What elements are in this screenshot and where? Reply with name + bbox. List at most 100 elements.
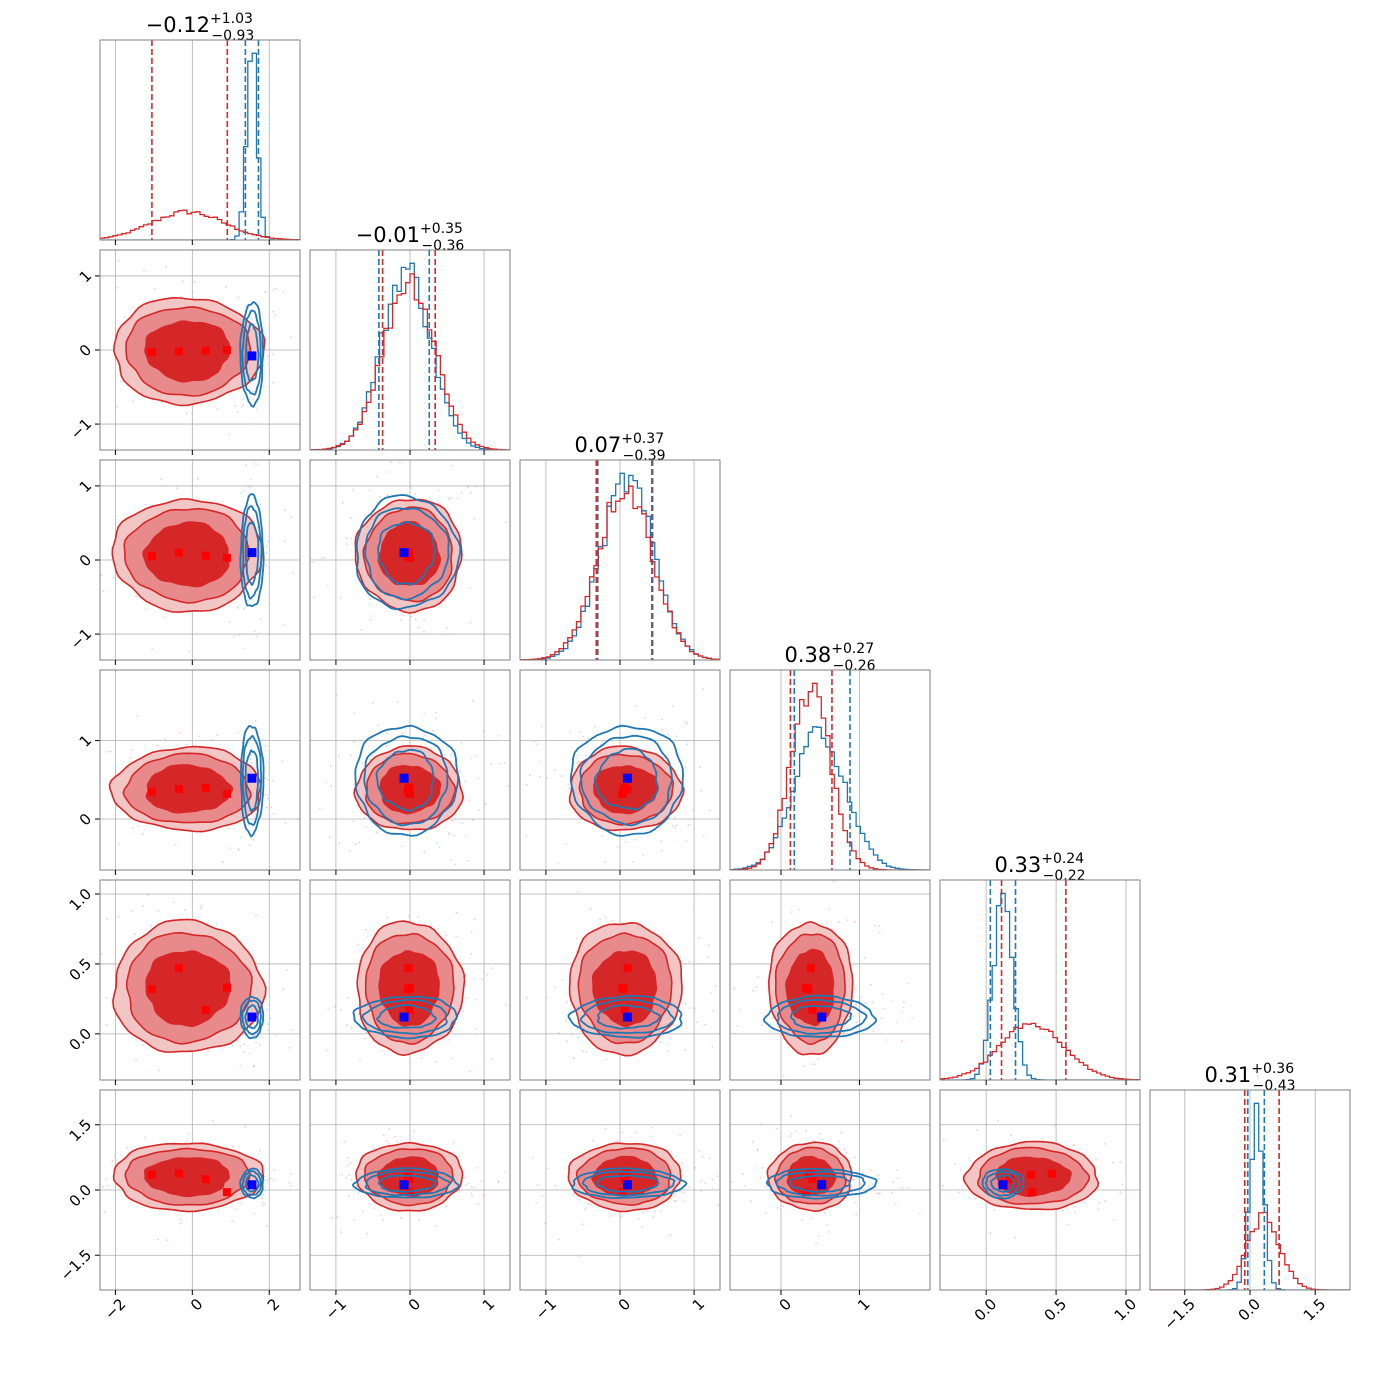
red-sample-point bbox=[388, 1128, 390, 1131]
red-sample-point bbox=[693, 1007, 696, 1010]
red-marker bbox=[222, 789, 231, 798]
red-marker bbox=[620, 1006, 629, 1015]
red-sample-point bbox=[790, 911, 793, 913]
blue-sample-point bbox=[858, 1195, 860, 1198]
red-marker bbox=[222, 1188, 231, 1197]
red-histogram bbox=[520, 485, 720, 660]
red-sample-point bbox=[661, 728, 663, 731]
panel-5-2: −1 0 1 bbox=[519, 1089, 721, 1323]
red-sample-point bbox=[708, 809, 711, 812]
red-sample-point bbox=[604, 1127, 607, 1130]
red-sample-point bbox=[76, 412, 78, 414]
blue-sample-point bbox=[872, 1030, 875, 1032]
blue-sample-point bbox=[264, 1179, 267, 1182]
red-sample-point bbox=[840, 1131, 843, 1134]
panel-5-1: −1 0 1 bbox=[309, 1089, 511, 1323]
red-sample-point bbox=[399, 461, 401, 464]
red-sample-point bbox=[801, 1219, 804, 1221]
blue-sample-point bbox=[504, 1170, 507, 1173]
red-sample-point bbox=[180, 295, 183, 298]
blue-sample-point bbox=[335, 694, 338, 697]
red-sample-point bbox=[323, 556, 326, 559]
red-sample-point bbox=[142, 1044, 145, 1047]
red-marker bbox=[201, 783, 210, 792]
red-sample-point bbox=[106, 917, 108, 920]
y-tick-label: 1 bbox=[76, 267, 95, 286]
blue-contour-middle bbox=[581, 1170, 676, 1197]
panel-2-1 bbox=[309, 459, 511, 665]
red-sample-point bbox=[959, 1168, 962, 1171]
blue-sample-point bbox=[446, 633, 449, 636]
blue-sample-point bbox=[554, 986, 557, 989]
red-sample-point bbox=[592, 1139, 595, 1142]
red-sample-point bbox=[823, 1212, 826, 1214]
red-sample-point bbox=[868, 1185, 870, 1188]
red-sample-point bbox=[130, 910, 133, 913]
blue-sample-point bbox=[675, 1200, 677, 1203]
red-sample-point bbox=[782, 1205, 785, 1208]
red-contour-inner bbox=[142, 521, 230, 588]
blue-sample-point bbox=[911, 1017, 913, 1020]
red-sample-point bbox=[232, 1145, 234, 1148]
blue-marker bbox=[817, 1012, 827, 1022]
blue-sample-point bbox=[265, 793, 268, 796]
red-sample-point bbox=[418, 1219, 421, 1221]
blue-sample-point bbox=[238, 849, 240, 851]
blue-sample-point bbox=[254, 720, 257, 722]
red-sample-point bbox=[601, 834, 604, 837]
red-sample-point bbox=[350, 754, 352, 757]
blue-contour-outer bbox=[239, 995, 265, 1040]
blue-marker bbox=[399, 1012, 409, 1022]
blue-sample-point bbox=[896, 1169, 899, 1171]
red-sample-point bbox=[348, 1174, 351, 1176]
red-sample-point bbox=[751, 989, 754, 992]
red-sample-point bbox=[558, 1238, 560, 1241]
red-sample-point bbox=[362, 1210, 364, 1213]
blue-sample-point bbox=[401, 835, 404, 837]
red-sample-point bbox=[828, 908, 830, 911]
x-tick-label: −1 bbox=[532, 1295, 560, 1323]
red-sample-point bbox=[346, 1024, 348, 1027]
blue-contour-inner bbox=[595, 1174, 660, 1193]
red-sample-point bbox=[525, 996, 528, 999]
red-sample-point bbox=[756, 1149, 759, 1152]
red-sample-point bbox=[1041, 1137, 1043, 1140]
blue-sample-point bbox=[435, 842, 438, 844]
red-sample-point bbox=[684, 1049, 686, 1051]
red-sample-point bbox=[761, 1166, 763, 1169]
blue-sample-point bbox=[257, 511, 259, 514]
red-sample-point bbox=[216, 734, 219, 737]
red-sample-point bbox=[490, 967, 493, 970]
panel-3-0: 01 bbox=[76, 669, 307, 875]
red-sample-point bbox=[255, 914, 257, 917]
blue-sample-point bbox=[241, 741, 243, 744]
blue-sample-point bbox=[248, 735, 251, 738]
blue-sample-point bbox=[497, 734, 500, 737]
red-sample-point bbox=[123, 316, 126, 319]
red-sample-point bbox=[142, 833, 144, 835]
red-marker bbox=[222, 983, 231, 992]
blue-sample-point bbox=[239, 1065, 242, 1067]
red-sample-point bbox=[757, 976, 759, 978]
blue-sample-point bbox=[860, 996, 862, 999]
red-sample-point bbox=[1010, 1134, 1013, 1137]
red-sample-point bbox=[474, 998, 477, 1001]
blue-contour-middle bbox=[364, 1170, 452, 1197]
red-sample-point bbox=[570, 1033, 573, 1036]
panel-frame bbox=[939, 879, 1141, 1081]
panel-frame bbox=[99, 1089, 301, 1291]
blue-sample-point bbox=[248, 740, 251, 742]
red-sample-point bbox=[652, 1216, 655, 1219]
blue-sample-point bbox=[410, 486, 413, 489]
red-sample-point bbox=[305, 722, 307, 724]
blue-sample-point bbox=[736, 1025, 739, 1027]
red-sample-point bbox=[1095, 1158, 1097, 1160]
red-sample-point bbox=[361, 948, 364, 951]
blue-contour-outer bbox=[352, 995, 458, 1040]
red-sample-point bbox=[250, 317, 253, 320]
red-sample-point bbox=[1112, 1161, 1115, 1164]
red-sample-point bbox=[94, 741, 96, 743]
red-sample-point bbox=[131, 400, 134, 402]
red-sample-point bbox=[265, 564, 267, 567]
